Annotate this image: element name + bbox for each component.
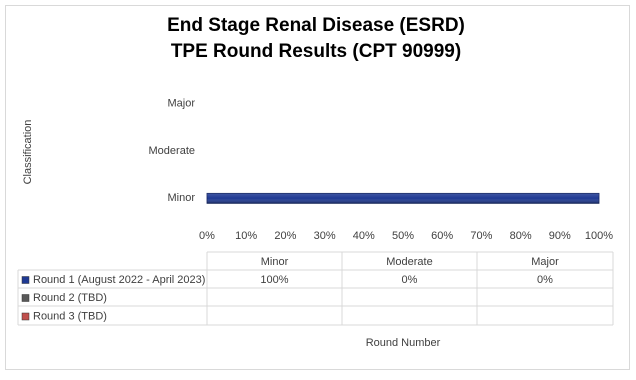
legend-key (21, 312, 30, 321)
table-cell: 100% (260, 274, 288, 286)
y-tick-label: Moderate (149, 145, 195, 157)
chart-title: TPE Round Results (CPT 90999) (171, 41, 461, 62)
chart-border (5, 5, 630, 370)
y-tick-label: Major (167, 98, 195, 110)
x-tick-label: 60% (431, 230, 453, 242)
x-tick-label: 40% (353, 230, 375, 242)
legend-label: Round 2 (TBD) (33, 292, 107, 304)
x-tick-label: 70% (470, 230, 492, 242)
table-cell: 0% (537, 274, 553, 286)
x-tick-label: 20% (274, 230, 296, 242)
table-header: Minor (261, 256, 289, 268)
x-tick-label: 90% (549, 230, 571, 242)
x-tick-label: 30% (314, 230, 336, 242)
y-tick-label: Minor (167, 192, 195, 204)
x-tick-label: 50% (392, 230, 414, 242)
legend-key (21, 276, 30, 284)
chart-title: End Stage Renal Disease (ESRD) (167, 15, 465, 36)
x-tick-label: 100% (585, 230, 613, 242)
x-axis-label: Round Number (366, 337, 441, 349)
bar-shade (207, 193, 599, 204)
table-header: Moderate (386, 256, 432, 268)
x-tick-label: 10% (235, 230, 257, 242)
legend-label: Round 3 (TBD) (33, 310, 107, 322)
legend-label: Round 1 (August 2022 - April 2023) (33, 274, 205, 286)
table-cell: 0% (402, 274, 418, 286)
x-tick-label: 0% (199, 230, 215, 242)
x-tick-label: 80% (510, 230, 532, 242)
y-axis-label: Classification (22, 120, 34, 185)
table-header: Major (531, 256, 559, 268)
legend-key (21, 294, 30, 302)
